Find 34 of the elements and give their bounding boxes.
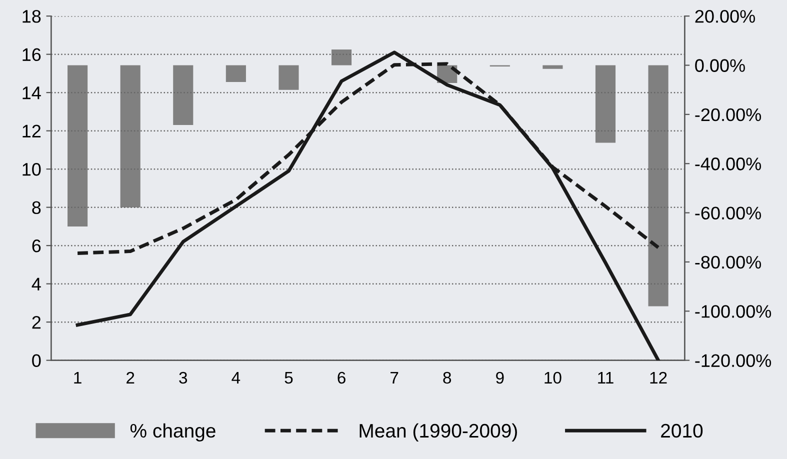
x-tick-label: 1: [74, 372, 82, 384]
x-tick-label: 2: [126, 372, 134, 384]
y-tick-label: 14: [22, 86, 41, 100]
y-tick-label: 16: [22, 48, 41, 62]
x-tick-label: 11: [598, 372, 614, 384]
y-tick-label: 18: [22, 10, 41, 23]
y-tick-label: 8: [32, 201, 41, 214]
x-tick-label: 10: [544, 372, 562, 384]
x-tick-label: 3: [179, 372, 188, 384]
y2-tick-label: -60.00%: [695, 206, 762, 220]
legend-label: % change: [130, 423, 216, 442]
y-tick-label: 6: [32, 240, 41, 252]
y2-tick-label: 20.00%: [695, 10, 756, 23]
y2-tick-label: -100.00%: [695, 305, 772, 318]
y2-tick-label: -20.00%: [695, 108, 762, 122]
y-tick-label: 2: [32, 316, 41, 329]
y-tick-label: 0: [32, 354, 41, 368]
y2-tick-label: -40.00%: [695, 158, 762, 170]
y-tick-label: 4: [32, 278, 41, 290]
x-tick-label: 9: [496, 372, 504, 384]
x-tick-label: 5: [284, 372, 293, 384]
x-tick-label: 8: [443, 372, 452, 384]
legend-label: 2010: [661, 424, 703, 438]
y2-tick-label: -80.00%: [695, 256, 762, 269]
line-series: [76, 50, 660, 360]
y2-tick-label: 0.00%: [695, 59, 745, 72]
y-tick-label: 12: [22, 124, 41, 138]
y-tick-label: 10: [22, 163, 41, 176]
x-tick-label: 4: [232, 372, 240, 384]
y2-tick-label: -120.00%: [695, 354, 772, 368]
x-tick-label: 6: [338, 372, 346, 384]
x-tick-label: 12: [650, 372, 667, 384]
legend-label: Mean (1990-2009): [360, 423, 517, 442]
x-tick-label: 7: [390, 372, 398, 384]
